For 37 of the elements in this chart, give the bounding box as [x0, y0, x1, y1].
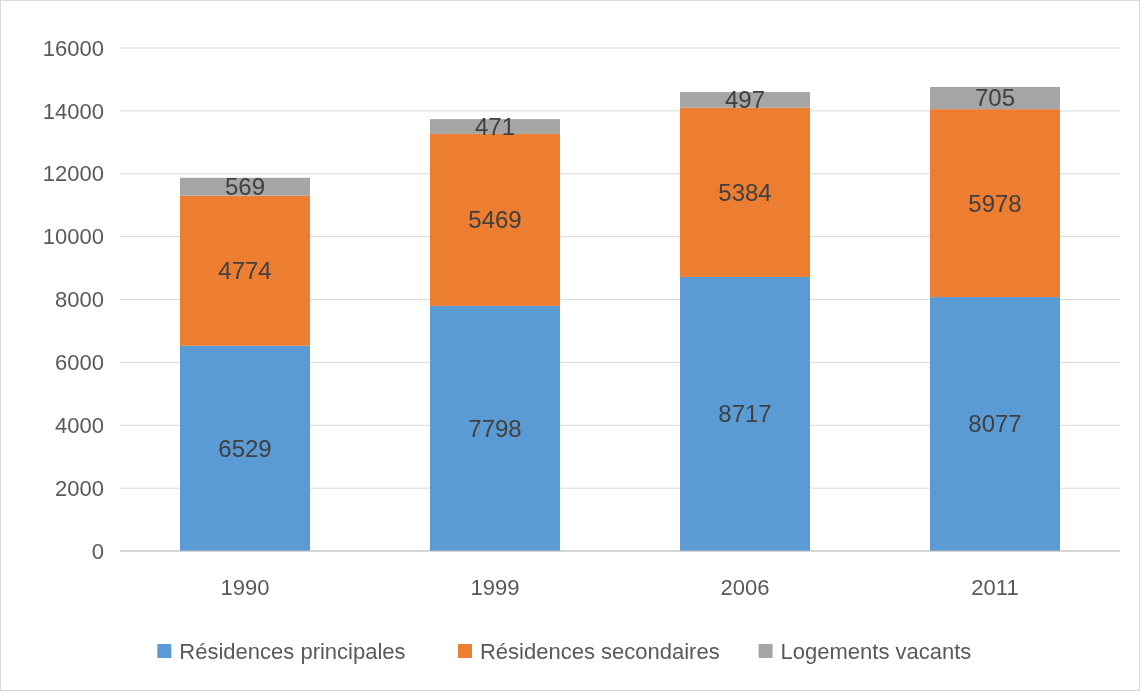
y-tick-label: 8000: [55, 287, 104, 313]
y-tick-label: 2000: [55, 475, 104, 501]
legend-label: Résidences secondaires: [479, 638, 720, 664]
bar: [430, 133, 560, 306]
bar: [180, 345, 310, 551]
data-label: 497: [724, 86, 766, 114]
bar: [930, 109, 1060, 298]
data-label: 5469: [468, 206, 522, 234]
data-label: 8717: [718, 400, 772, 428]
bar: [680, 107, 810, 277]
x-tick-label: 2011: [971, 574, 1019, 600]
data-label: 8077: [968, 410, 1022, 438]
y-tick-label: 10000: [42, 224, 104, 250]
legend-label: Résidences principales: [179, 638, 406, 664]
bar: [180, 195, 310, 346]
data-label: 6529: [218, 434, 272, 462]
y-tick-label: 16000: [42, 35, 104, 61]
x-tick-label: 1990: [220, 574, 270, 600]
data-label: 569: [224, 173, 266, 201]
data-label: 705: [974, 84, 1016, 112]
y-tick-label: 4000: [55, 412, 104, 438]
y-tick-label: 6000: [55, 350, 104, 376]
data-label: 471: [474, 112, 516, 140]
data-label: 5978: [968, 189, 1022, 217]
bar: [930, 297, 1060, 551]
data-label: 7798: [468, 414, 522, 442]
legend-label: Logements vacants: [780, 638, 972, 664]
bar: [680, 276, 810, 551]
x-tick-label: 1999: [470, 574, 520, 600]
data-label: 5384: [718, 178, 772, 206]
y-tick-label: 12000: [42, 161, 104, 187]
y-tick-label: 14000: [42, 98, 104, 124]
x-tick-label: 2006: [720, 574, 770, 600]
data-label: 4774: [218, 257, 272, 285]
bar: [430, 305, 560, 551]
y-tick-label: 0: [91, 538, 104, 564]
bar: [430, 119, 560, 134]
